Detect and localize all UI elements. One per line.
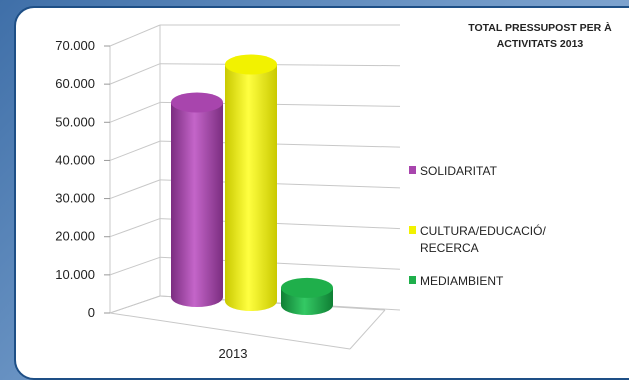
y-tick-label: 0 <box>88 305 95 320</box>
y-tick-label: 50.000 <box>55 114 95 129</box>
bars <box>171 54 333 315</box>
y-tick-label: 40.000 <box>55 152 95 167</box>
y-tick-label: 70.000 <box>55 38 95 53</box>
gridline-depth <box>109 179 161 200</box>
chart-frame <box>14 6 629 380</box>
bar-top <box>171 92 223 113</box>
bar-solidaritat <box>171 92 223 307</box>
legend-swatch-mediambient <box>409 276 416 284</box>
y-tick-label: 30.000 <box>55 191 95 206</box>
bar-top <box>225 54 277 75</box>
chart-title-line-1: TOTAL PRESSUPOST PER À <box>468 21 612 34</box>
chart-title: TOTAL PRESSUPOST PER À ACTIVITATS 2013 <box>468 21 612 50</box>
legend-label-solidaritat: SOLIDARITAT <box>420 164 498 178</box>
gridline-depth <box>109 256 161 276</box>
y-tick-label: 60.000 <box>55 76 95 91</box>
gridline-depth <box>109 218 161 238</box>
legend-label-cultura-line-1: CULTURA/EDUCACIÓ/ <box>420 223 546 238</box>
y-tick-label: 10.000 <box>55 267 95 282</box>
gridline-depth <box>109 24 161 47</box>
gridline-depth <box>109 101 161 123</box>
plot-area <box>109 25 386 350</box>
bar-cultura <box>225 54 277 311</box>
legend: SOLIDARITAT CULTURA/EDUCACIÓ/ RECERCA ME… <box>409 164 546 288</box>
gridline-depth <box>109 63 161 85</box>
gridline-depth <box>109 295 161 314</box>
bar-top <box>281 277 333 298</box>
bar-body <box>171 102 223 307</box>
y-axis-ticks: 0 10.000 20.000 30.000 40.000 50.000 60.000 70.… <box>55 38 110 320</box>
gridline <box>159 63 401 67</box>
legend-swatch-cultura <box>409 226 416 234</box>
legend-label-cultura-line-2: RECERCA <box>420 241 479 255</box>
gridline-depth <box>109 140 161 161</box>
legend-swatch-solidaritat <box>409 166 416 174</box>
bar-mediambient <box>281 277 333 315</box>
legend-label-mediambient: MEDIAMBIENT <box>420 274 504 288</box>
y-tick-label: 20.000 <box>55 229 95 244</box>
floor-right-edge <box>349 309 386 350</box>
bar-body <box>225 64 277 311</box>
chart-title-line-2: ACTIVITATS 2013 <box>497 38 584 50</box>
floor-front-edge <box>109 312 351 350</box>
x-tick-label: 2013 <box>219 346 248 361</box>
